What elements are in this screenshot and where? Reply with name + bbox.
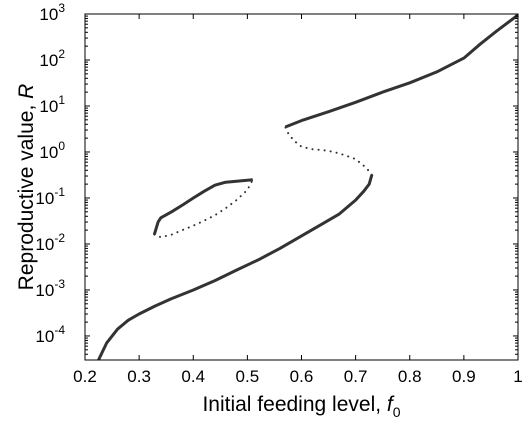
x-tick-label: 0.8	[398, 367, 422, 386]
y-tick-label: 10-4	[35, 323, 65, 346]
x-axis-title-subscript: 0	[393, 404, 401, 420]
x-axis-title: Initial feeding level, f0	[202, 393, 400, 420]
series-line-3-solid	[284, 13, 519, 129]
x-axis-title-symbol: f	[387, 393, 395, 416]
y-tick-label: 102	[39, 47, 65, 70]
y-tick-label: 100	[39, 139, 65, 162]
x-tick-label: 0.7	[344, 367, 368, 386]
x-axis-title-text: Initial feeding level,	[202, 393, 386, 416]
y-tick-label: 103	[39, 1, 65, 24]
x-tick-label: 0.9	[452, 367, 476, 386]
y-axis-title: Reproductive value, R	[15, 84, 38, 291]
y-tick-label: 101	[39, 93, 65, 116]
x-tick-label: 0.5	[236, 367, 260, 386]
y-axis-title-symbol: R	[15, 84, 38, 99]
series-line-2-dotted	[284, 126, 373, 176]
x-tick-label: 1	[513, 367, 522, 386]
series-line-4-solid	[152, 178, 253, 236]
y-axis-title-text: Reproductive value,	[15, 99, 38, 290]
x-tick-label: 0.2	[73, 367, 97, 386]
x-tick-label: 0.4	[181, 367, 205, 386]
x-axis: 0.2 0.3 0.4 0.5 0.6 0.7 0.8 0.9 1	[73, 14, 523, 386]
x-tick-label: 0.3	[127, 367, 151, 386]
y-tick-label: 10-1	[35, 185, 65, 208]
series-line-1-solid	[97, 174, 374, 361]
plot-lines	[97, 13, 519, 361]
series-line-5-dotted	[153, 178, 254, 239]
y-tick-label: 10-2	[35, 231, 65, 254]
y-axis: 10-4 10-3 10-2 10-1 100 101 102 103	[35, 1, 518, 361]
y-tick-label: 10-3	[35, 277, 65, 300]
x-tick-label: 0.6	[290, 367, 314, 386]
